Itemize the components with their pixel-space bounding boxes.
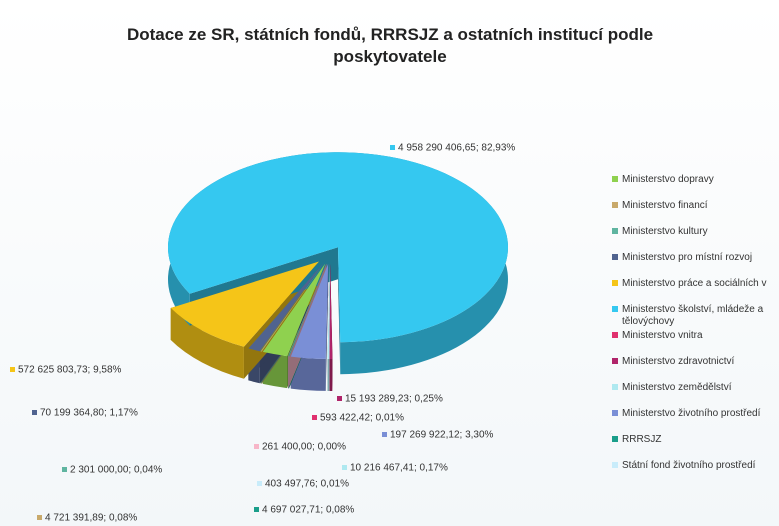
legend-label: Ministerstvo práce a sociálních v bbox=[622, 278, 767, 289]
slice-wall bbox=[337, 247, 341, 375]
data-label: 15 193 289,23; 0,25% bbox=[345, 394, 443, 405]
legend-swatch bbox=[612, 176, 618, 182]
legend-label: Ministerstvo vnitra bbox=[622, 330, 703, 341]
slice bbox=[327, 263, 330, 359]
legend-label: RRRSJZ bbox=[622, 434, 662, 445]
slice bbox=[260, 263, 325, 352]
slice-side bbox=[329, 358, 333, 391]
legend-label: Ministerstvo pro místní rozvoj bbox=[622, 252, 753, 263]
slice bbox=[288, 263, 327, 357]
data-label: 593 422,42; 0,01% bbox=[320, 413, 404, 424]
legend-swatch bbox=[612, 436, 618, 442]
slice bbox=[248, 263, 324, 352]
label-key bbox=[342, 465, 347, 470]
legend-swatch bbox=[612, 384, 618, 390]
legend-label: Ministerstvo financí bbox=[622, 200, 708, 211]
legend-item: Státní fond životního prostředí bbox=[612, 460, 779, 486]
label-key bbox=[254, 507, 259, 512]
data-label: 4 958 290 406,65; 82,93% bbox=[398, 143, 515, 154]
legend-swatch bbox=[612, 254, 618, 260]
legend: Ministerstvo dopravy Ministerstvo financí… bbox=[612, 174, 779, 486]
legend-item: Ministerstvo financí bbox=[612, 200, 779, 226]
label-key bbox=[257, 481, 262, 486]
legend-swatch bbox=[612, 410, 618, 416]
data-label: 4 721 391,89; 0,08% bbox=[45, 513, 137, 524]
data-label: 70 199 364,80; 1,17% bbox=[40, 408, 138, 419]
legend-item: RRRSJZ bbox=[612, 434, 779, 460]
slice-side bbox=[170, 308, 244, 379]
legend-swatch bbox=[612, 332, 618, 338]
label-key bbox=[312, 415, 317, 420]
slice-side bbox=[327, 358, 330, 391]
slice bbox=[262, 263, 326, 357]
legend-swatch bbox=[612, 358, 618, 364]
legend-swatch bbox=[612, 280, 618, 286]
label-key bbox=[37, 515, 42, 520]
legend-label: Ministerstvo životního prostředí bbox=[622, 408, 761, 419]
slice-side bbox=[290, 356, 326, 391]
legend-swatch bbox=[612, 228, 618, 234]
legend-item: Ministerstvo práce a sociálních v bbox=[612, 278, 779, 304]
legend-item: Ministerstvo dopravy bbox=[612, 174, 779, 200]
legend-item: Ministerstvo zdravotnictví bbox=[612, 356, 779, 382]
legend-item: Ministerstvo školství, mládeže a tělovýc… bbox=[612, 304, 779, 330]
data-label: 197 269 922,12; 3,30% bbox=[390, 430, 494, 441]
slice bbox=[330, 263, 333, 359]
pie-tops bbox=[167, 152, 508, 359]
legend-item: Ministerstvo vnitra bbox=[612, 330, 779, 356]
legend-label: Státní fond životního prostředí bbox=[622, 460, 756, 471]
label-key bbox=[10, 367, 15, 372]
legend-label: Ministerstvo kultury bbox=[622, 226, 708, 237]
slice bbox=[288, 263, 327, 357]
legend-label: Ministerstvo zdravotnictví bbox=[622, 356, 735, 367]
chart-title: Dotace ze SR, státních fondů, RRRSJZ a o… bbox=[126, 25, 654, 66]
data-label: 4 697 027,71; 0,08% bbox=[262, 505, 354, 516]
label-key bbox=[254, 444, 259, 449]
legend-label: Ministerstvo dopravy bbox=[622, 174, 714, 185]
data-label: 10 216 467,41; 0,17% bbox=[350, 463, 448, 474]
legend-label: Ministerstvo zemědělství bbox=[622, 382, 732, 393]
slice bbox=[288, 263, 327, 357]
legend-swatch bbox=[612, 306, 618, 312]
label-key bbox=[390, 145, 395, 150]
legend-item: Ministerstvo zemědělství bbox=[612, 382, 779, 408]
legend-swatch bbox=[612, 462, 618, 468]
slice bbox=[290, 263, 329, 359]
data-label: 2 301 000,00; 0,04% bbox=[70, 465, 162, 476]
label-key bbox=[62, 467, 67, 472]
slice bbox=[260, 263, 325, 352]
slice bbox=[329, 263, 333, 359]
legend-label: Ministerstvo školství, mládeže a tělovýc… bbox=[622, 304, 764, 327]
label-key bbox=[32, 410, 37, 415]
data-label: 261 400,00; 0,00% bbox=[262, 442, 346, 453]
slice bbox=[170, 261, 319, 347]
legend-item: Ministerstvo kultury bbox=[612, 226, 779, 252]
data-label: 572 625 803,73; 9,58% bbox=[18, 365, 122, 376]
label-key bbox=[337, 396, 342, 401]
legend-item: Ministerstvo životního prostředí bbox=[612, 408, 779, 434]
legend-item: Ministerstvo pro místní rozvoj bbox=[612, 252, 779, 278]
legend-swatch bbox=[612, 202, 618, 208]
slice bbox=[167, 152, 508, 343]
data-label: 403 497,76; 0,01% bbox=[265, 479, 349, 490]
label-key bbox=[382, 432, 387, 437]
